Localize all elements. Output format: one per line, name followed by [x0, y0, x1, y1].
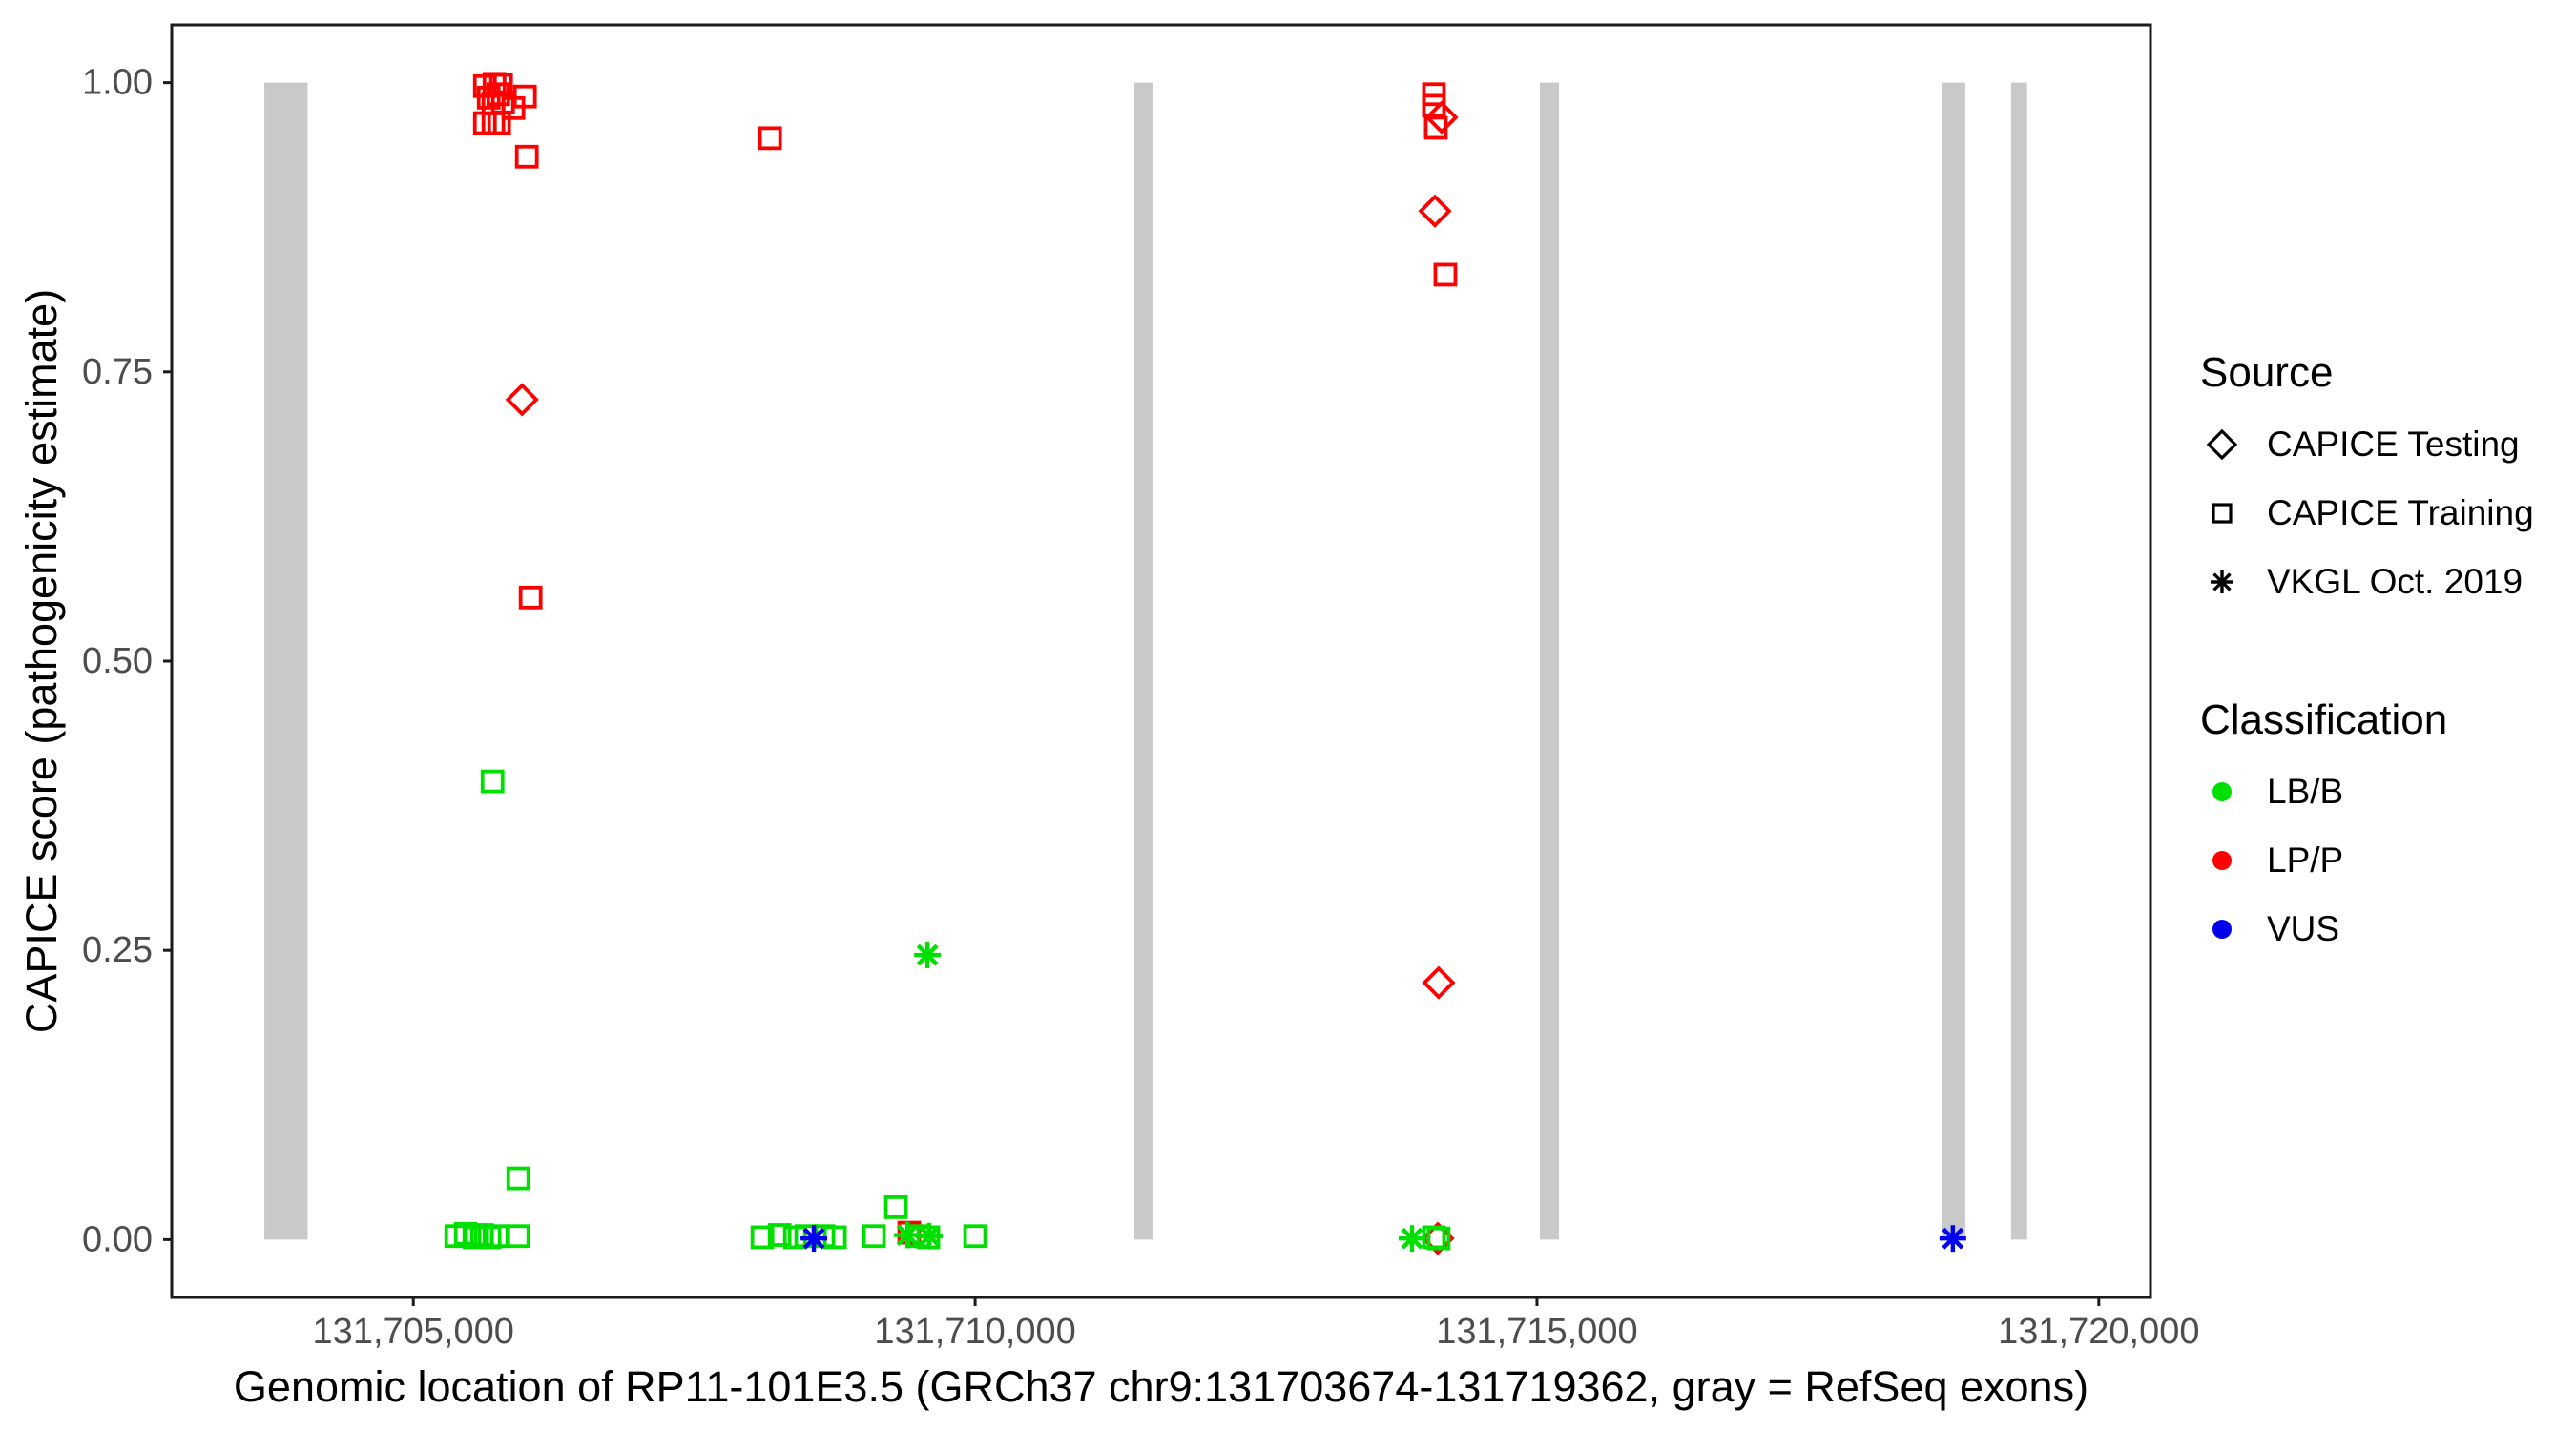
data-point-asterisk-ray — [1401, 1227, 1423, 1250]
legend-item-vus: VUS — [2200, 895, 2572, 964]
refseq-exon-bar — [1942, 82, 1965, 1240]
legend-item-lp-p: LP/P — [2200, 826, 2572, 895]
plot-panel-border — [170, 23, 2152, 1299]
legend-item-capice-testing: CAPICE Testing — [2200, 410, 2572, 479]
legend-item-label: CAPICE Training — [2267, 493, 2534, 532]
data-point-square — [487, 111, 511, 135]
x-tick-label: 131,715,000 — [1436, 1312, 1637, 1352]
data-point-square — [462, 1225, 487, 1250]
dot-legend-icon — [2212, 851, 2232, 870]
legend-item-vkgl-oct-2019: VKGL Oct. 2019 — [2200, 548, 2572, 616]
legend-source-title: Source — [2200, 349, 2334, 396]
data-point-asterisk-ray — [916, 944, 939, 966]
y-tick-label: 0.00 — [82, 1219, 153, 1259]
data-point-square — [883, 1195, 908, 1219]
x-tick-label: 131,705,000 — [313, 1312, 514, 1352]
legend-item-lb-b: LB/B — [2200, 757, 2572, 826]
data-point-square — [518, 585, 543, 610]
refseq-exon-bar — [1540, 82, 1560, 1240]
y-axis-title: CAPICE score (pathogenicity estimate) — [17, 288, 66, 1034]
legend-item-label: VKGL Oct. 2019 — [2267, 562, 2524, 601]
square-legend-icon — [2212, 503, 2233, 524]
legend-classification-items: LB/B LP/P VUS — [2200, 757, 2572, 964]
legend-icon-wrap — [2200, 560, 2244, 604]
asterisk-legend-icon — [2211, 570, 2233, 593]
refseq-exon-bar — [1133, 82, 1153, 1240]
refseq-exon-bar — [2010, 82, 2027, 1240]
legend-classification-title: Classification — [2200, 696, 2448, 743]
legend-item-label: LB/B — [2267, 772, 2344, 811]
data-point-diamond — [1422, 965, 1456, 1000]
data-point-square — [514, 144, 539, 169]
x-axis-title: Genomic location of RP11-101E3.5 (GRCh37… — [233, 1362, 2089, 1411]
y-tick-label: 0.75 — [82, 352, 153, 392]
legend-item-capice-training: CAPICE Training — [2200, 479, 2572, 548]
data-point-square — [750, 1225, 775, 1250]
legend: Source CAPICE Testing CAPICE Training VKGL… — [2200, 351, 2572, 964]
data-point-diamond — [1418, 194, 1452, 228]
x-tick-label: 131,710,000 — [874, 1312, 1075, 1352]
data-point-asterisk-ray — [896, 1224, 919, 1246]
legend-item-label: VUS — [2267, 909, 2340, 948]
dot-legend-icon — [2212, 920, 2232, 939]
legend-icon-wrap — [2200, 907, 2244, 951]
refseq-exon-bar — [264, 82, 308, 1240]
legend-icon-wrap — [2200, 839, 2244, 882]
legend-icon-wrap — [2200, 491, 2244, 535]
legend-item-label: LP/P — [2267, 840, 2344, 880]
data-point-asterisk-ray — [1942, 1227, 1964, 1250]
data-point-diamond — [1424, 100, 1459, 135]
legend-icon-wrap — [2200, 423, 2244, 467]
data-point-square — [862, 1224, 886, 1249]
y-tick-label: 0.50 — [82, 641, 153, 681]
data-point-square — [963, 1224, 987, 1249]
y-tick-label: 1.00 — [82, 63, 153, 103]
data-point-square — [480, 769, 505, 794]
data-point-square — [469, 1223, 494, 1247]
data-point-diamond — [505, 383, 539, 417]
legend-item-label: CAPICE Testing — [2267, 425, 2520, 464]
data-point-square — [1433, 262, 1458, 287]
dot-legend-icon — [2212, 782, 2232, 801]
diamond-legend-icon — [2206, 428, 2238, 461]
legend-source-items: CAPICE Testing CAPICE Training VKGL Oct. 2… — [2200, 410, 2572, 616]
data-point-asterisk-ray — [918, 1225, 941, 1248]
x-tick-label: 131,720,000 — [1998, 1312, 2199, 1352]
data-point-square — [506, 1224, 530, 1249]
legend-icon-wrap — [2200, 770, 2244, 814]
data-point-square — [501, 95, 526, 120]
data-point-square — [506, 1166, 530, 1191]
data-point-square — [1426, 1226, 1451, 1251]
legend-gap — [2200, 616, 2572, 698]
data-point-square — [767, 1223, 792, 1247]
y-tick-label: 0.25 — [82, 930, 153, 970]
data-point-square — [758, 126, 782, 151]
data-point-asterisk-ray — [802, 1227, 825, 1250]
